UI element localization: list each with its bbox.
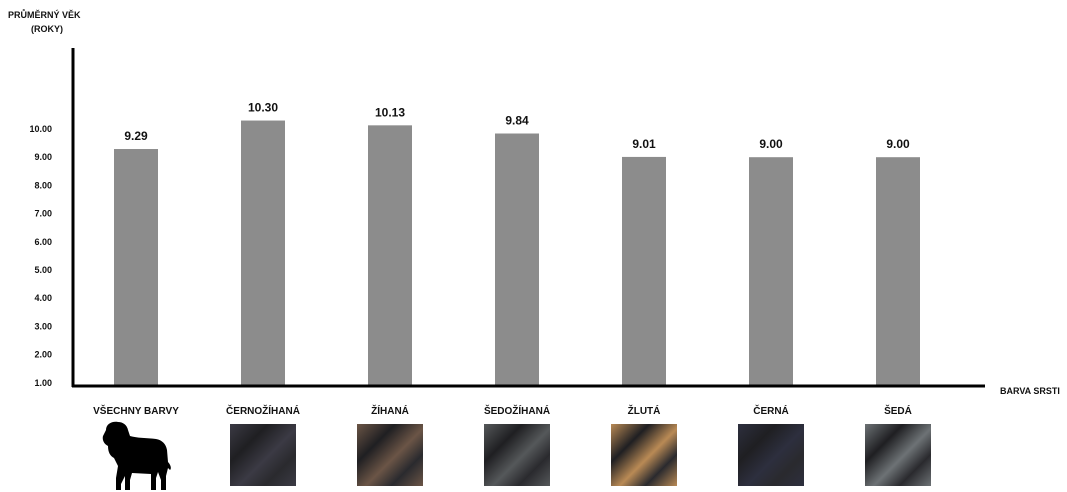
bar-value-label: 9.29: [124, 129, 148, 143]
x-tick-label: ŽÍHANÁ: [371, 406, 409, 417]
x-tick-label: ŽLUTÁ: [627, 406, 661, 417]
y-tick-label: 6.00: [34, 237, 52, 247]
y-axis-label-line-1: PRŮMĚRNÝ VĚK: [8, 10, 81, 20]
bar: [495, 133, 539, 386]
y-tick-label: 2.00: [34, 350, 52, 360]
coat-color-swatch: [611, 424, 677, 486]
coat-color-swatch: [484, 424, 550, 486]
y-tick-label: 5.00: [34, 265, 52, 275]
x-tick-label: ČERNÁ: [753, 406, 789, 417]
x-tick-label: ŠEDOŽÍHANÁ: [483, 406, 551, 417]
bar-value-label: 9.00: [759, 137, 783, 151]
dog-silhouette-icon: [102, 421, 171, 490]
y-tick-label: 10.00: [29, 124, 52, 134]
bar-value-label: 10.30: [248, 101, 278, 115]
coat-color-swatch: [738, 424, 804, 486]
bar-value-label: 9.00: [886, 137, 910, 151]
y-tick-label: 8.00: [34, 180, 52, 190]
bar-value-label: 9.84: [505, 114, 529, 128]
y-tick-label: 3.00: [34, 321, 52, 331]
bar: [749, 157, 793, 386]
x-tick-label: VŠECHNY BARVY: [93, 406, 179, 417]
bar: [876, 157, 920, 386]
y-tick-label: 9.00: [34, 152, 52, 162]
bar: [622, 156, 666, 386]
coat-color-swatch: [357, 424, 423, 486]
bar: [114, 149, 158, 386]
bar: [368, 125, 412, 387]
x-tick-label: ČERNOŽÍHANÁ: [226, 406, 300, 417]
x-axis-label: BARVA SRSTI: [1000, 386, 1060, 396]
bar-value-label: 10.13: [375, 105, 405, 119]
x-tick-label: ŠEDÁ: [884, 406, 912, 417]
bar: [241, 120, 285, 386]
y-axis-label-line-2: (ROKY): [31, 24, 63, 34]
coat-color-swatch: [230, 424, 296, 486]
coat-color-swatch: [865, 424, 931, 486]
y-tick-label: 7.00: [34, 209, 52, 219]
bar-value-label: 9.01: [632, 137, 656, 151]
y-tick-label: 1.00: [34, 378, 52, 388]
y-tick-label: 4.00: [34, 293, 52, 303]
